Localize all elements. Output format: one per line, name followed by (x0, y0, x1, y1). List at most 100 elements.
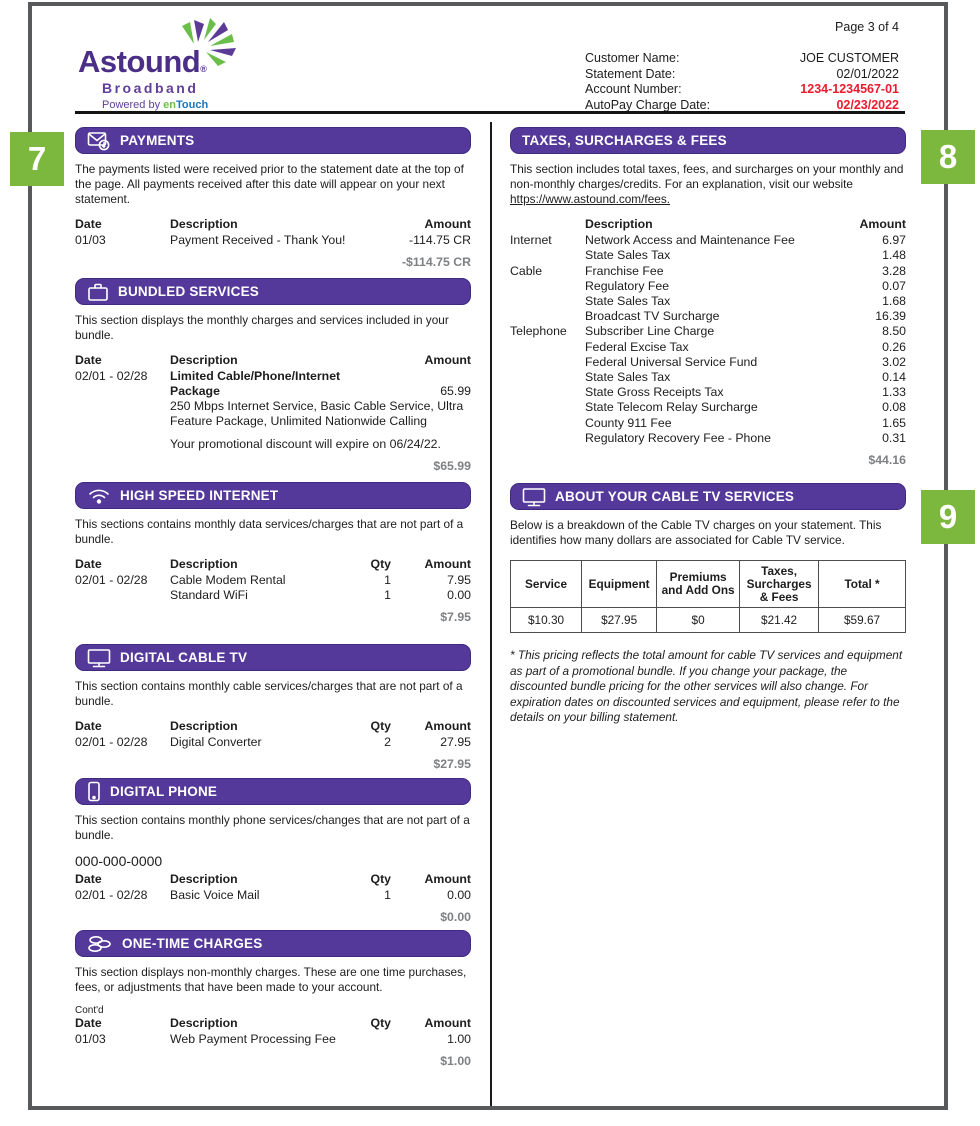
cell-description: Network Access and Maintenance Fee (585, 233, 795, 248)
cell-category: Cable (510, 263, 543, 278)
callout-badge-8: 8 (921, 130, 975, 184)
callout-badge-9: 9 (921, 490, 975, 544)
meta-value: JOE CUSTOMER (799, 51, 899, 65)
section-title: ABOUT YOUR CABLE TV SERVICES (555, 489, 795, 505)
briefcase-icon (87, 282, 109, 302)
cell-date (75, 588, 170, 603)
fees-link[interactable]: https://www.astound.com/fees. (510, 192, 670, 206)
table-row: County 911 Fee 1.65 (510, 416, 906, 431)
header-divider (75, 111, 905, 114)
pricing-footnote: * This pricing reflects the total amount… (510, 648, 903, 725)
tv-icon (87, 648, 111, 668)
cell-amount: 0.00 (447, 888, 471, 902)
col-total: Total * (818, 560, 906, 609)
cell-amount: 65.99 (440, 384, 471, 398)
taxes-section: TAXES, SURCHARGES & FEES This section in… (510, 127, 906, 467)
section-title: PAYMENTS (120, 133, 195, 148)
taxes-description-text: This section includes total taxes, fees,… (510, 162, 904, 191)
section-title: DIGITAL PHONE (110, 784, 218, 799)
cell-description: Regulatory Fee (585, 278, 670, 293)
table-header-row: Date Description Amount (75, 353, 471, 368)
bundled-services-section: BUNDLED SERVICES This section displays t… (75, 278, 471, 473)
cell-qty: 1 (384, 588, 391, 602)
cell-date: 02/01 - 02/28 (75, 573, 148, 587)
meta-row-statement-date: Statement Date: 02/01/2022 (585, 67, 899, 83)
table-header-row: Date Description Qty Amount (75, 1016, 471, 1031)
right-column: TAXES, SURCHARGES & FEES This section in… (509, 127, 906, 738)
col-date: Date (75, 217, 102, 231)
cell-description: Federal Excise Tax (585, 339, 689, 354)
bundled-description: This section displays the monthly charge… (75, 313, 449, 342)
cell-description: Basic Voice Mail (170, 888, 260, 902)
cell-amount: 0.07 (882, 278, 906, 293)
table-header-row: Service Equipment Premiums and Add Ons T… (509, 560, 906, 609)
brand-subtitle: Broadband (102, 80, 199, 96)
cell-amount: 0.14 (882, 370, 906, 385)
one-time-charges-section: ONE-TIME CHARGES This section displays n… (75, 930, 471, 1068)
table-row: Telephone Subscriber Line Charge 8.50 (510, 324, 906, 339)
payments-section: PAYMENTS The payments listed were receiv… (75, 127, 471, 269)
cell-description: Franchise Fee (585, 263, 664, 278)
col-premiums: Premiums and Add Ons (656, 560, 741, 609)
meta-row-customer-name: Customer Name: JOE CUSTOMER (585, 51, 899, 67)
page-number: Page 3 of 4 (835, 20, 899, 34)
taxes-total: $44.16 (868, 453, 906, 468)
phone-number: 000-000-0000 (75, 853, 163, 869)
table-row: 01/03 Web Payment Processing Fee 1.00 (75, 1032, 471, 1047)
one-time-charges-section-header: ONE-TIME CHARGES (75, 930, 471, 957)
table-row: Regulatory Recovery Fee - Phone 0.31 (510, 431, 906, 446)
cell-date: 02/01 - 02/28 (75, 735, 148, 749)
table-row: Standard WiFi 1 0.00 (75, 588, 471, 603)
bundled-total: $65.99 (433, 459, 471, 473)
cell-description: State Sales Tax (585, 370, 671, 385)
cell-amount: -114.75 CR (409, 233, 471, 247)
payments-section-header: PAYMENTS (75, 127, 471, 154)
registered-mark: ® (200, 64, 207, 74)
col-date: Date (75, 872, 102, 886)
meta-label: AutoPay Charge Date: (585, 97, 711, 112)
meta-label: Customer Name: (585, 51, 680, 65)
cell-description: State Telecom Relay Surcharge (585, 400, 758, 415)
one-time-total: $1.00 (440, 1054, 471, 1068)
col-date: Date (75, 353, 102, 367)
one-time-description: This section displays non-monthly charge… (75, 965, 467, 994)
tv-icon (522, 487, 546, 507)
cell-description: State Sales Tax (585, 248, 671, 263)
cable-tv-total: $27.95 (433, 757, 471, 771)
wifi-icon (87, 486, 111, 505)
table-row: Federal Excise Tax 0.26 (510, 340, 906, 355)
col-equipment: Equipment (581, 560, 658, 609)
bundled-table: Date Description Amount 02/01 - 02/28 Li… (75, 353, 471, 473)
cell-amount: 3.02 (882, 354, 906, 369)
cell-category: Internet (510, 233, 552, 248)
astound-logo: Astound® Broadband Powered by enTouch (78, 18, 298, 114)
cell-description: Standard WiFi (170, 588, 248, 602)
table-header-row: Description Amount (510, 217, 906, 232)
cell-description: Web Payment Processing Fee (170, 1032, 336, 1046)
header-meta: Page 3 of 4 Customer Name: JOE CUSTOMER … (585, 20, 899, 113)
table-row: 02/01 - 02/28 Basic Voice Mail 1 0.00 (75, 888, 471, 903)
meta-value-autopay-date: 02/23/2022 (836, 97, 899, 112)
meta-row-account-number: Account Number: 1234-1234567-01 (585, 82, 899, 98)
cell-equipment: $27.95 (581, 607, 658, 634)
section-title: ONE-TIME CHARGES (122, 936, 263, 951)
cell-description: Limited Cable/Phone/Internet Package (170, 369, 341, 398)
cell-description: Digital Converter (170, 735, 262, 749)
cell-date: 02/01 - 02/28 (75, 888, 148, 902)
cell-premiums: $0 (656, 607, 741, 634)
internet-description: This sections contains monthly data serv… (75, 517, 464, 546)
cable-breakdown-section: ABOUT YOUR CABLE TV SERVICES Below is a … (509, 483, 906, 726)
taxes-section-header: TAXES, SURCHARGES & FEES (510, 127, 906, 154)
cell-description: Cable Modem Rental (170, 573, 286, 587)
payments-description: The payments listed were received prior … (75, 162, 464, 206)
meta-value-account-number: 1234-1234567-01 (800, 82, 899, 96)
envelope-money-icon (87, 131, 111, 151)
col-taxes: Taxes, Surcharges & Fees (739, 560, 820, 609)
col-description: Description (170, 217, 238, 231)
cell-qty: 1 (384, 888, 391, 902)
col-amount: Amount (859, 217, 906, 231)
high-speed-internet-section: HIGH SPEED INTERNET This sections contai… (75, 482, 471, 624)
internet-table: Date Description Qty Amount 02/01 - 02/2… (75, 557, 471, 624)
cable-breakdown-section-header: ABOUT YOUR CABLE TV SERVICES (510, 483, 906, 511)
meta-row-autopay-date: AutoPay Charge Date: 02/23/2022 (585, 98, 899, 114)
